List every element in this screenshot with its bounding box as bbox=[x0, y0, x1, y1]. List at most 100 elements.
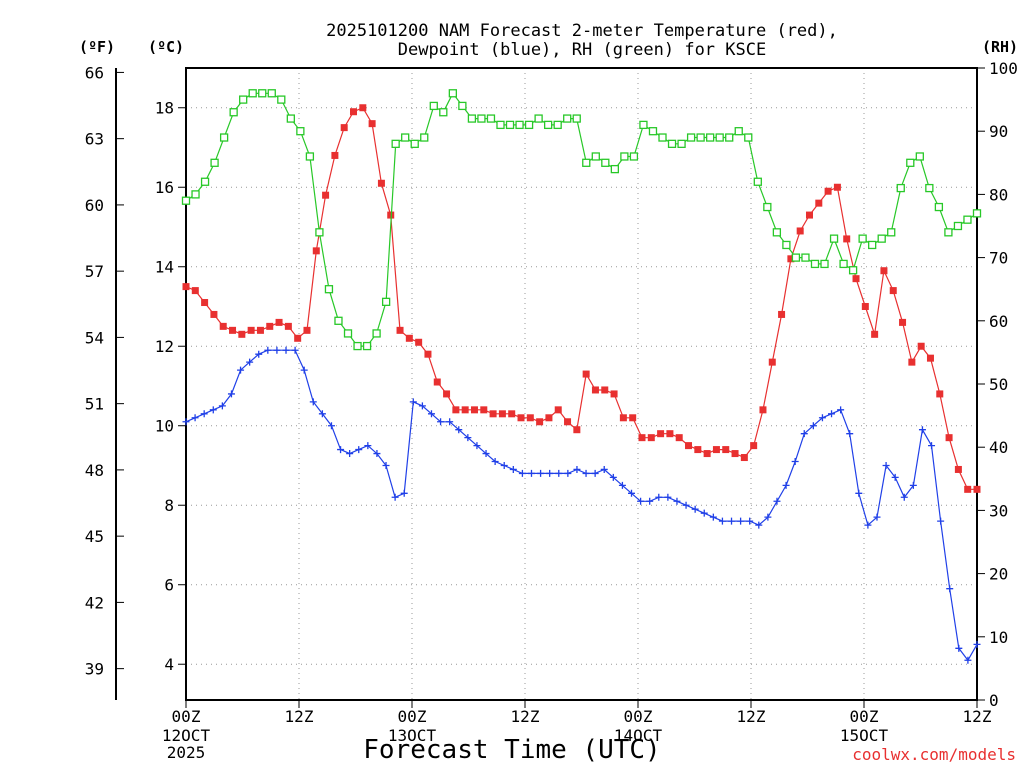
temperature-point bbox=[675, 434, 683, 442]
temperature-point bbox=[712, 446, 720, 454]
temperature-point bbox=[638, 434, 646, 442]
rh-unit-label: (RH) bbox=[982, 38, 1018, 56]
dewpoint-point bbox=[582, 469, 590, 477]
temperature-point bbox=[759, 406, 767, 414]
rh-point bbox=[200, 177, 210, 186]
dewpoint-point bbox=[728, 517, 736, 525]
rh-point bbox=[572, 114, 581, 123]
temperature-point bbox=[554, 406, 562, 414]
dewpoint-point bbox=[555, 469, 563, 477]
dewpoint-point bbox=[309, 398, 317, 406]
temperature-point bbox=[647, 434, 655, 442]
dewpoint-point bbox=[864, 521, 872, 529]
rh-point bbox=[706, 133, 715, 142]
series-line-0 bbox=[185, 106, 977, 490]
rh-tick-label: 90 bbox=[989, 122, 1008, 141]
celsius-unit-label: (ºC) bbox=[148, 38, 184, 56]
dewpoint-point bbox=[591, 469, 599, 477]
dewpoint-point bbox=[418, 402, 426, 410]
rh-point bbox=[925, 183, 934, 193]
rh-point bbox=[315, 228, 324, 237]
dewpoint-point bbox=[637, 497, 645, 505]
rh-point bbox=[648, 127, 658, 136]
celsius-tick-label: 8 bbox=[164, 496, 174, 515]
x-tick-label: 00Z bbox=[850, 707, 879, 726]
dewpoint-point bbox=[782, 481, 790, 489]
temperature-point bbox=[908, 358, 916, 366]
rh-point bbox=[391, 139, 400, 148]
rh-point bbox=[553, 120, 562, 130]
temperature-point bbox=[303, 326, 311, 334]
dewpoint-point bbox=[318, 410, 326, 418]
fahrenheit-tick-label: 66 bbox=[85, 63, 104, 82]
rh-point bbox=[629, 152, 639, 161]
temperature-point bbox=[796, 227, 804, 235]
fahrenheit-tick-label: 45 bbox=[85, 527, 104, 546]
rh-point bbox=[734, 127, 743, 136]
temperature-point bbox=[322, 191, 330, 199]
rh-point bbox=[972, 209, 982, 218]
dewpoint-point bbox=[482, 450, 490, 458]
rh-point bbox=[191, 190, 200, 199]
dewpoint-point bbox=[546, 469, 554, 477]
temperature-point bbox=[945, 434, 953, 442]
dewpoint-point bbox=[464, 434, 472, 442]
temperature-point bbox=[210, 310, 218, 318]
dewpoint-point bbox=[673, 497, 681, 505]
rh-tick-label: 50 bbox=[989, 375, 1008, 394]
temperature-point bbox=[824, 187, 832, 195]
rh-tick-label: 30 bbox=[989, 501, 1008, 520]
temperature-point bbox=[201, 299, 209, 307]
temperature-point bbox=[973, 485, 981, 493]
rh-point bbox=[753, 177, 762, 186]
rh-point bbox=[639, 120, 648, 130]
dewpoint-point bbox=[246, 358, 254, 366]
rh-point bbox=[868, 240, 877, 250]
temperature-point bbox=[936, 390, 944, 398]
temperature-point bbox=[359, 104, 367, 112]
dewpoint-point bbox=[237, 366, 245, 374]
dewpoint-point bbox=[837, 406, 845, 414]
temperature-point bbox=[489, 410, 497, 418]
dewpoint-point bbox=[382, 461, 390, 469]
dewpoint-point bbox=[791, 458, 799, 466]
rh-point bbox=[658, 133, 667, 142]
dewpoint-point bbox=[600, 465, 608, 473]
temperature-point bbox=[703, 450, 711, 458]
rh-point bbox=[820, 259, 829, 269]
dewpoint-point bbox=[809, 422, 817, 430]
temperature-point bbox=[778, 310, 786, 318]
rh-point bbox=[229, 108, 238, 117]
dewpoint-point bbox=[882, 461, 890, 469]
temperature-point bbox=[461, 406, 469, 414]
dewpoint-point bbox=[609, 473, 617, 481]
dewpoint-point bbox=[373, 450, 381, 458]
dewpoint-point bbox=[355, 446, 363, 454]
dewpoint-point bbox=[873, 513, 881, 521]
rh-point bbox=[620, 152, 629, 161]
rh-point bbox=[963, 215, 972, 224]
dewpoint-point bbox=[427, 410, 435, 418]
rh-point bbox=[801, 253, 810, 262]
dewpoint-point bbox=[818, 414, 826, 422]
temperature-point bbox=[899, 318, 907, 326]
temperature-point bbox=[852, 275, 860, 283]
dewpoint-point bbox=[327, 422, 335, 430]
series-line-2 bbox=[185, 92, 978, 347]
temperature-point bbox=[247, 326, 255, 334]
chart-title-line-1: 2025101200 NAM Forecast 2-meter Temperat… bbox=[326, 21, 838, 41]
x-tick-label: 00Z bbox=[398, 707, 427, 726]
temperature-point bbox=[805, 211, 813, 219]
temperature-point bbox=[843, 235, 851, 243]
temperature-point bbox=[880, 267, 888, 275]
rh-point bbox=[610, 164, 620, 174]
rh-point bbox=[772, 228, 782, 237]
rh-tick-label: 80 bbox=[989, 185, 1008, 204]
dewpoint-point bbox=[391, 493, 399, 501]
temperature-point bbox=[405, 334, 413, 342]
temperature-point bbox=[219, 322, 227, 330]
temperature-point bbox=[368, 120, 376, 128]
rh-tick-label: 20 bbox=[989, 565, 1008, 584]
x-tick-date-label: 2025 bbox=[167, 743, 206, 762]
dewpoint-point bbox=[746, 517, 754, 525]
